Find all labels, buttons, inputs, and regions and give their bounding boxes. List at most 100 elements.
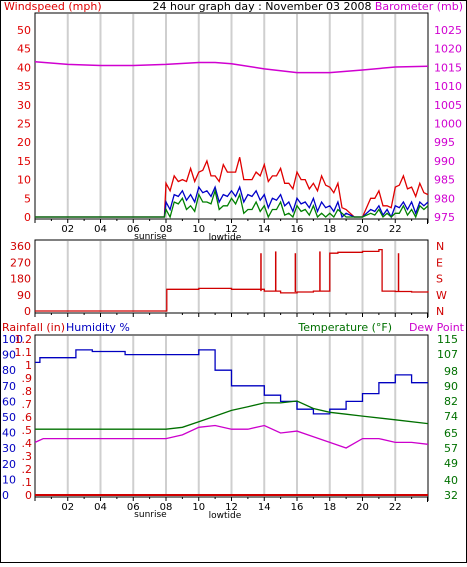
barometer-tick-label: 1025 (434, 24, 462, 37)
windspeed-tick-label: 35 (17, 80, 31, 93)
direction-tick-label: 180 (10, 273, 31, 286)
x-tick-label: 02 (61, 224, 74, 235)
temperature-tick-label: 32 (444, 489, 458, 502)
windspeed-tick-label: 15 (17, 155, 31, 168)
x-tick-label: 12 (225, 502, 238, 513)
sunrise-label: sunrise (134, 510, 167, 520)
barometer-tick-label: 1020 (434, 43, 462, 56)
sunrise-label: sunrise (134, 232, 167, 242)
humidity-tick-label: 50 (2, 411, 16, 424)
direction-tick-label: 0 (24, 305, 31, 318)
rainfall-tick-label: .7 (22, 398, 33, 411)
x-tick-label: 22 (389, 224, 402, 235)
barometer-tick-label: 1015 (434, 61, 462, 74)
rainfall-tick-label: .8 (22, 385, 33, 398)
humidity-line (35, 349, 428, 415)
dewpoint-line (34, 424, 429, 449)
temperature-tick-label: 74 (444, 410, 458, 423)
temperature-tick-label: 82 (444, 395, 458, 408)
x-tick-label: 08 (160, 502, 173, 513)
compass-label: W (436, 289, 447, 302)
x-tick-label: 16 (291, 502, 304, 513)
humidity-tick-label: 10 (2, 473, 16, 486)
rainfall-tick-label: .5 (22, 424, 33, 437)
x-tick-label: 06 (127, 502, 140, 513)
compass-label: N (436, 305, 444, 318)
barometer-tick-label: 975 (434, 211, 455, 224)
rainfall-tick-label: .2 (22, 463, 33, 476)
humidity-tick-label: 60 (2, 395, 16, 408)
windspeed-tick-label: 10 (17, 174, 31, 187)
rainfall-tick-label: .4 (22, 437, 33, 450)
humidity-tick-label: 80 (2, 364, 16, 377)
x-tick-label: 16 (291, 224, 304, 235)
rainfall-tick-label: .6 (22, 411, 33, 424)
barometer-tick-label: 985 (434, 174, 455, 187)
x-tick-label: 10 (192, 224, 205, 235)
barometer-tick-label: 980 (434, 192, 455, 205)
humidity-tick-label: 70 (2, 380, 16, 393)
graph-title: 24 hour graph day : November 03 2008 (152, 0, 371, 13)
temperature-tick-label: 90 (444, 380, 458, 393)
direction-tick-label: 90 (17, 289, 31, 302)
x-tick-label: 20 (356, 224, 369, 235)
humidity-tick-label: 20 (2, 458, 16, 471)
barometer-tick-label: 995 (434, 136, 455, 149)
x-tick-label: 18 (323, 502, 336, 513)
temperature-tick-label: 65 (444, 427, 458, 440)
lowtide-label: lowtide (209, 233, 242, 243)
humidity-axis-label: Humidity % (66, 321, 130, 334)
temperature-tick-label: 115 (437, 333, 458, 346)
rainfall-tick-label: .3 (22, 450, 33, 463)
humidity-tick-label: 100 (2, 333, 23, 346)
dewpoint-axis-label: Dew Point (409, 321, 465, 334)
wind_avg-line (35, 185, 429, 219)
direction-tick-label: 360 (10, 240, 31, 253)
windspeed-tick-label: 25 (17, 118, 31, 131)
x-tick-label: 12 (225, 224, 238, 235)
windspeed-tick-label: 20 (17, 136, 31, 149)
x-tick-label: 20 (356, 502, 369, 513)
x-tick-label: 02 (61, 502, 74, 513)
compass-label: N (436, 240, 444, 253)
direction-tick-label: 270 (10, 256, 31, 269)
x-tick-label: 14 (258, 502, 271, 513)
windspeed-tick-label: 45 (17, 43, 31, 56)
barometer-tick-label: 1000 (434, 118, 462, 131)
x-tick-label: 10 (192, 502, 205, 513)
barometer-line (34, 61, 429, 74)
temperature-tick-label: 40 (444, 474, 458, 487)
rainfall-tick-label: .1 (22, 476, 33, 489)
x-tick-label: 22 (389, 502, 402, 513)
rainfall-tick-label: 1.2 (15, 333, 33, 346)
humidity-tick-label: 30 (2, 442, 16, 455)
x-tick-label: 08 (160, 224, 173, 235)
barometer-axis-label: Barometer (mb) (375, 0, 463, 13)
rainfall-tick-label: 1.1 (15, 346, 33, 359)
temperature-tick-label: 107 (437, 348, 458, 361)
temperature-tick-label: 49 (444, 457, 458, 470)
humidity-tick-label: 40 (2, 427, 16, 440)
x-tick-label: 18 (323, 224, 336, 235)
rainfall-tick-label: 0 (25, 489, 32, 502)
windspeed-tick-label: 0 (24, 211, 31, 224)
windspeed-tick-label: 40 (17, 61, 31, 74)
humidity-tick-label: 0 (2, 489, 9, 502)
x-tick-label: 04 (94, 224, 107, 235)
x-tick-label: 06 (127, 224, 140, 235)
temperature-line (35, 400, 429, 430)
compass-label: E (436, 256, 443, 269)
x-tick-label: 14 (258, 224, 271, 235)
temperature-axis-label: Temperature (°F) (297, 321, 392, 334)
rainfall-tick-label: .9 (22, 372, 33, 385)
rainfall-tick-label: 1 (25, 359, 32, 372)
windspeed-tick-label: 5 (24, 192, 31, 205)
humidity-tick-label: 90 (2, 349, 16, 362)
barometer-tick-label: 1010 (434, 80, 462, 93)
temperature-tick-label: 98 (444, 365, 458, 378)
barometer-tick-label: 1005 (434, 99, 462, 112)
windspeed-tick-label: 30 (17, 99, 31, 112)
